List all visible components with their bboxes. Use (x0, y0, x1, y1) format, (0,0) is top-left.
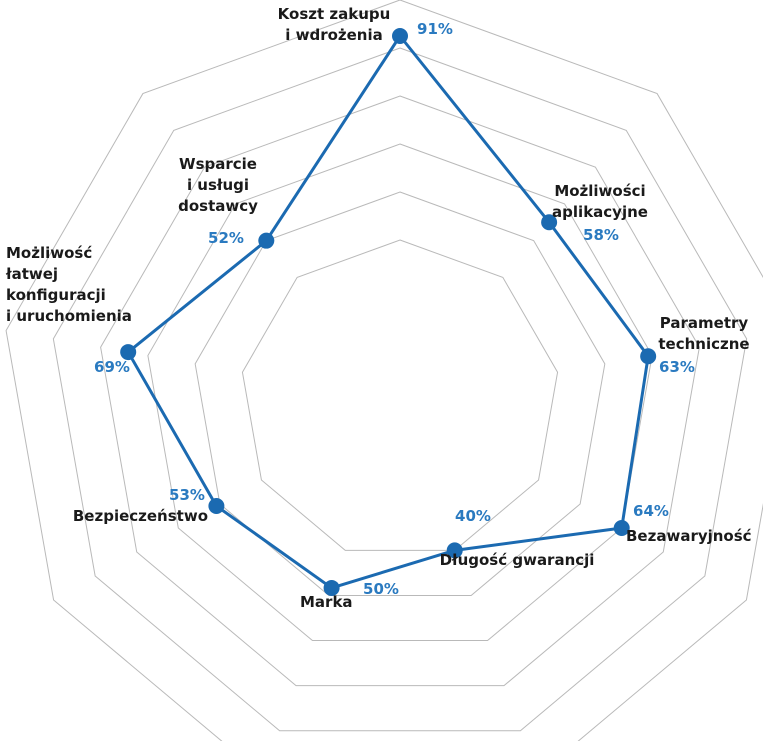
data-label: 91% (417, 20, 453, 38)
data-label: 53% (169, 486, 205, 504)
category-label: Długość gwarancji (440, 551, 595, 569)
grid-ring (100, 95, 700, 687)
category-label: Bezawaryjność (626, 527, 752, 545)
radar-grid (5, 0, 763, 741)
grid-ring (194, 191, 606, 596)
data-label: 50% (363, 580, 399, 598)
data-point (613, 520, 630, 536)
category-label: Wsparcie i usługi dostawcy (178, 155, 258, 215)
data-point (446, 542, 463, 559)
data-label: 64% (633, 502, 669, 520)
grid-ring (241, 239, 559, 551)
category-label: Możliwość łatwej konfiguracji i uruchomieni… (5, 244, 132, 325)
data-point (208, 498, 225, 514)
category-label: Bezpieczeństwo (73, 507, 208, 525)
category-label: Koszt zakupu i wdrożenia (278, 5, 391, 44)
category-label: Parametry techniczne (658, 314, 749, 353)
data-label: 40% (455, 507, 491, 525)
grid-ring (52, 47, 748, 732)
data-label: 69% (94, 358, 130, 376)
data-point (541, 214, 558, 231)
data-label: 63% (659, 358, 695, 376)
category-label: Możliwości aplikacyjne (552, 182, 648, 221)
data-point (640, 348, 657, 365)
radar-labels: Koszt zakupu i wdrożenia 91% Możliwości apli… (5, 5, 752, 611)
data-label: 58% (583, 226, 619, 244)
data-point (323, 579, 340, 596)
data-point (120, 344, 137, 361)
data-label: 52% (208, 229, 244, 247)
data-point (258, 232, 275, 249)
series-line (126, 34, 650, 590)
category-label: Marka (300, 593, 353, 611)
radar-series (120, 28, 657, 596)
grid-ring (147, 143, 653, 642)
data-point (392, 28, 408, 44)
grid-ring (5, 0, 763, 741)
